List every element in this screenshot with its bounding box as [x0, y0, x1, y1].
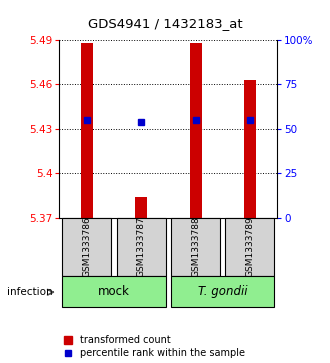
Text: GDS4941 / 1432183_at: GDS4941 / 1432183_at	[88, 17, 242, 30]
Text: GSM1333789: GSM1333789	[246, 216, 254, 277]
Bar	[81, 43, 93, 218]
Bar	[171, 276, 275, 307]
Bar	[244, 80, 256, 218]
Text: GSM1333787: GSM1333787	[137, 216, 146, 277]
Legend: transformed count, percentile rank within the sample: transformed count, percentile rank withi…	[64, 335, 245, 358]
Text: infection: infection	[7, 287, 52, 297]
Bar	[225, 218, 275, 276]
Bar	[62, 276, 166, 307]
Text: GSM1333788: GSM1333788	[191, 216, 200, 277]
Bar	[116, 218, 166, 276]
Bar	[62, 218, 111, 276]
Text: GSM1333786: GSM1333786	[82, 216, 91, 277]
Bar	[189, 43, 202, 218]
Text: T. gondii: T. gondii	[198, 285, 248, 298]
Bar	[171, 218, 220, 276]
Bar	[135, 197, 147, 218]
Text: mock: mock	[98, 285, 130, 298]
